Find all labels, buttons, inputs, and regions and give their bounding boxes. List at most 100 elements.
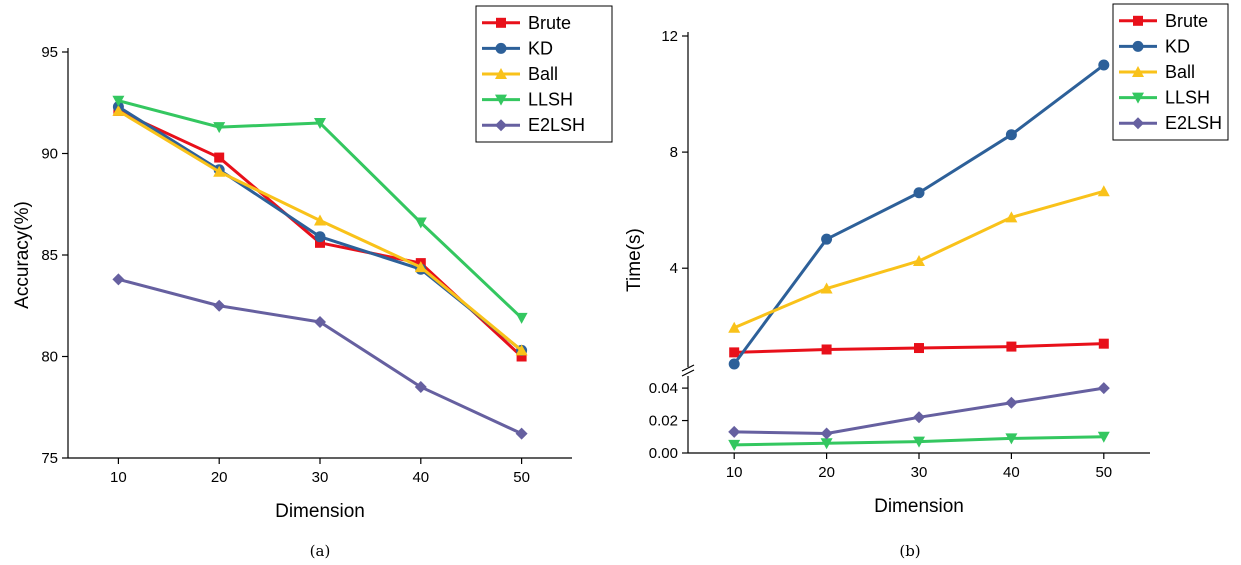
y-tick-label: 0.02	[649, 413, 678, 430]
data-point-e2lsh	[414, 380, 427, 393]
y-tick-label: 4	[670, 260, 678, 277]
legend-marker-kd	[495, 42, 507, 54]
data-point-brute	[1098, 338, 1109, 349]
data-point-llsh	[820, 438, 833, 450]
legend-label-e2lsh: E2LSH	[528, 115, 585, 135]
legend-marker-e2lsh	[495, 119, 507, 132]
x-tick-label: 30	[312, 469, 329, 486]
data-point-e2lsh	[820, 427, 833, 440]
data-point-e2lsh	[515, 427, 528, 440]
x-tick-label: 30	[911, 464, 928, 481]
y-tick-label: 90	[41, 146, 58, 163]
series-line-e2lsh	[734, 386, 1105, 436]
data-point-e2lsh	[1005, 396, 1018, 409]
panel-a-accuracy-chart: 75 80 85 90 95 10 20 30 40 50 Dimension Accuracy(%)…	[12, 5, 613, 522]
y-tick-label: 95	[41, 44, 58, 61]
y-tick-label: 80	[41, 349, 58, 366]
legend-label-e2lsh: E2LSH	[1165, 113, 1222, 133]
data-point-llsh	[1097, 431, 1110, 443]
y-tick-label: 85	[41, 247, 58, 264]
caption-a: (a)	[310, 542, 331, 560]
legend-label-llsh: LLSH	[528, 90, 573, 110]
y-tick-label: 12	[661, 28, 678, 45]
y-tick-label: 0.04	[649, 380, 678, 397]
legend-marker-brute	[496, 17, 506, 28]
legend-marker-brute	[1133, 15, 1143, 26]
x-tick-label: 10	[726, 464, 743, 481]
data-point-e2lsh	[112, 273, 125, 286]
data-point-llsh	[112, 95, 125, 107]
y-tick-label: 75	[41, 450, 58, 467]
data-point-llsh	[728, 439, 741, 451]
data-point-llsh	[1005, 433, 1018, 445]
legend-label-ball: Ball	[528, 64, 558, 84]
data-point-ball	[515, 344, 528, 356]
legend-marker-ball	[495, 68, 507, 79]
legend-marker-kd	[1132, 40, 1144, 52]
legend-label-llsh: LLSH	[1165, 88, 1210, 108]
data-point-ball	[820, 282, 833, 294]
data-point-kd	[314, 231, 326, 243]
data-point-ball	[1097, 185, 1110, 197]
data-point-llsh	[213, 122, 226, 134]
y-axis-title: Time(s)	[624, 228, 645, 292]
data-point-kd	[728, 358, 740, 370]
x-tick-label: 40	[412, 469, 429, 486]
series-line-kd	[732, 63, 1105, 365]
panel-b-time-chart: 4 8 12 0.00 0.02 0.04 10 20 30 40 50 Dimension Time(…	[624, 3, 1229, 517]
data-point-kd	[1005, 129, 1017, 141]
x-tick-label: 50	[513, 469, 530, 486]
data-point-kd	[913, 187, 925, 199]
series-line-kd	[117, 105, 523, 352]
legend-label-kd: KD	[528, 38, 553, 58]
data-point-brute	[914, 343, 924, 354]
data-point-brute	[1006, 341, 1017, 352]
data-point-e2lsh	[314, 315, 326, 328]
axis-break-mark	[681, 369, 695, 377]
series-line-ball	[117, 109, 523, 352]
data-point-ball	[728, 321, 741, 333]
data-point-e2lsh	[213, 299, 226, 312]
x-tick-label: 20	[211, 469, 228, 486]
legend-label-brute: Brute	[1165, 11, 1208, 31]
data-point-ball	[314, 214, 326, 226]
y-tick-label: 0.00	[649, 445, 678, 462]
caption-b: (b)	[899, 542, 920, 560]
y-tick-label: 8	[670, 144, 678, 161]
data-point-ball	[213, 165, 226, 177]
data-point-e2lsh	[913, 411, 925, 424]
data-point-brute	[821, 344, 832, 355]
y-axis-title: Accuracy(%)	[12, 201, 33, 309]
data-point-ball	[112, 104, 125, 116]
x-tick-label: 50	[1095, 464, 1112, 481]
legend-marker-ball	[1132, 66, 1144, 77]
data-point-e2lsh	[728, 425, 741, 438]
data-point-kd	[1098, 59, 1110, 71]
data-point-llsh	[913, 436, 925, 448]
legend-marker-llsh	[1132, 92, 1144, 104]
data-point-llsh	[414, 217, 427, 229]
series-line-llsh	[118, 99, 523, 320]
legend-marker-llsh	[495, 94, 507, 106]
axis-break-mark	[681, 364, 695, 372]
legend-label-brute: Brute	[528, 13, 571, 33]
x-axis-title: Dimension	[874, 496, 964, 517]
data-point-llsh	[515, 312, 528, 324]
x-axis-title: Dimension	[275, 501, 365, 522]
x-tick-label: 10	[110, 469, 127, 486]
legend-label-kd: KD	[1165, 36, 1190, 56]
x-tick-label: 20	[818, 464, 835, 481]
data-point-e2lsh	[1097, 382, 1110, 395]
data-point-brute	[516, 351, 527, 362]
legend-label-ball: Ball	[1165, 62, 1195, 82]
data-point-llsh	[314, 118, 326, 130]
data-point-brute	[729, 347, 740, 358]
data-point-brute	[315, 237, 325, 248]
data-point-ball	[1005, 211, 1018, 223]
data-point-brute	[214, 152, 225, 163]
data-point-kd	[821, 233, 833, 245]
data-point-ball	[414, 261, 427, 273]
legend-marker-e2lsh	[1132, 117, 1144, 130]
x-tick-label: 40	[1003, 464, 1020, 481]
